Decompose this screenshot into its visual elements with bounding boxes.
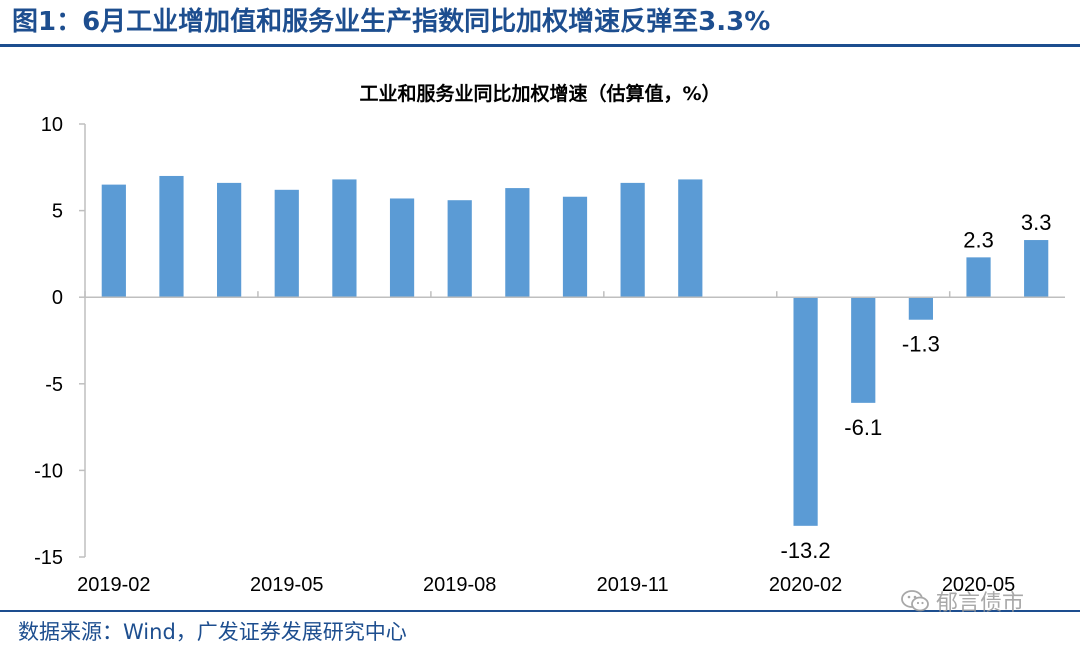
y-tick-label: -15: [34, 547, 63, 569]
y-axis: 10 5 0 -5 -10 -15: [34, 114, 86, 569]
watermark-text: 郁言债市: [936, 591, 1025, 616]
bar-2019-09: [505, 188, 530, 298]
footer-divider: [0, 610, 1080, 612]
data-label-2020-03: -6.1: [844, 415, 882, 440]
bar-2020-06: [1024, 240, 1049, 298]
wechat-icon: [901, 590, 929, 612]
figure-title: 图1：6月工业增加值和服务业生产指数同比加权增速反弹至3.3%: [12, 7, 771, 37]
bar-2019-06: [332, 179, 357, 298]
bar-chart: 工业和服务业同比加权增速（估算值，%） 10 5 0 -5 -10 -15 2019-02…: [34, 82, 1065, 596]
y-tick-label: -5: [45, 374, 63, 396]
bar-series: [101, 175, 1049, 526]
x-tick-label: 2019-05: [250, 574, 323, 596]
x-tick-label: 2019-08: [423, 574, 496, 596]
bar-2019-02: [101, 184, 126, 298]
x-tick-label: 2019-02: [77, 574, 150, 596]
bar-2019-11: [620, 182, 645, 298]
data-label-2020-04: -1.3: [902, 332, 940, 357]
y-tick-label: 5: [52, 201, 63, 223]
x-axis: 2019-02 2019-05 2019-08 2019-11 2020-02 2020-…: [77, 291, 1065, 596]
data-labels: -13.2 -6.1 -1.3 2.3 3.3: [781, 210, 1052, 563]
bar-2019-07: [389, 198, 415, 298]
bar-2020-02: [793, 297, 818, 526]
data-label-2020-02: -13.2: [781, 538, 831, 563]
bar-2019-12: [678, 179, 703, 298]
y-tick-label: 0: [52, 287, 63, 309]
chart-title: 工业和服务业同比加权增速（估算值，%）: [359, 82, 720, 105]
source-note: 数据来源：Wind，广发证券发展研究中心: [18, 620, 407, 644]
x-tick-label: 2020-05: [942, 574, 1015, 596]
data-label-2020-05: 2.3: [963, 227, 994, 252]
data-label-2020-06: 3.3: [1021, 210, 1052, 235]
bar-2020-03: [851, 297, 876, 403]
bar-2019-03: [159, 175, 184, 298]
x-tick-label: 2020-02: [769, 574, 842, 596]
x-tick-label: 2019-11: [597, 574, 669, 596]
bar-2020-05: [966, 257, 991, 298]
watermark: 郁言债市: [900, 584, 1024, 618]
y-tick-label: -10: [34, 460, 63, 482]
bar-2019-04: [217, 182, 242, 298]
y-tick-label: 10: [41, 114, 63, 136]
bar-2019-08: [447, 200, 472, 298]
bar-2019-05: [274, 189, 299, 298]
bar-2019-10: [562, 196, 588, 298]
bar-2020-04: [908, 297, 933, 320]
title-divider: [0, 44, 1080, 47]
